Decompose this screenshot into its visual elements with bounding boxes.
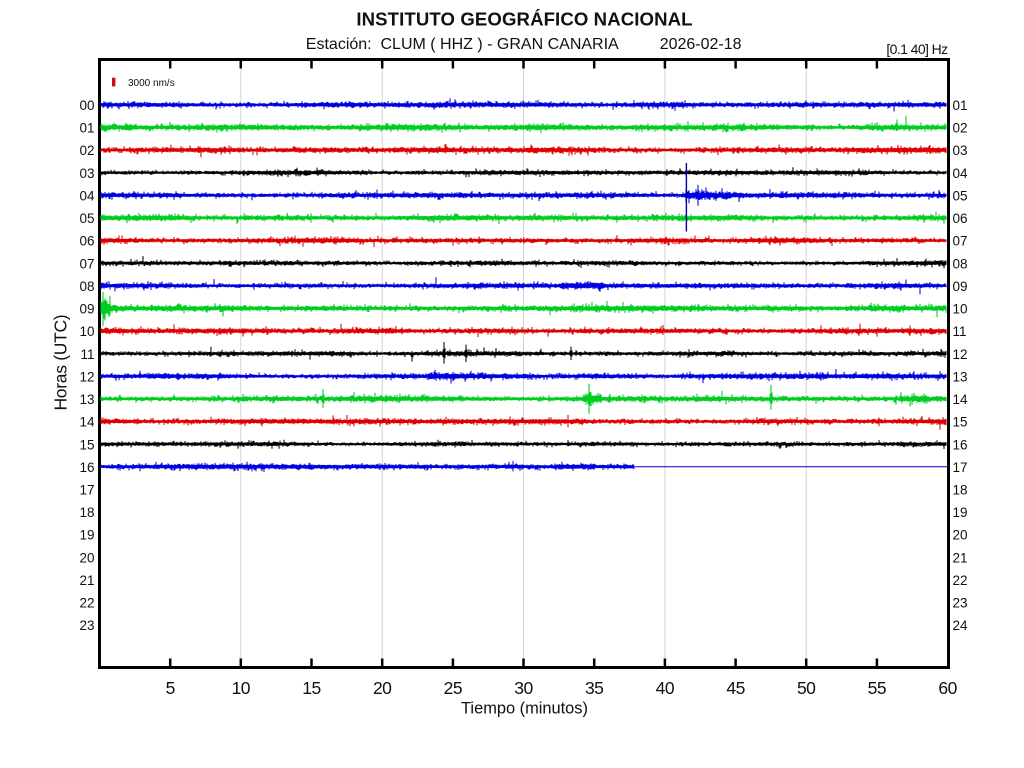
svg-text:30: 30 (514, 678, 533, 698)
svg-text:3000 nm/s: 3000 nm/s (128, 78, 175, 89)
svg-text:12: 12 (953, 347, 968, 362)
svg-text:10: 10 (953, 302, 968, 317)
svg-text:00: 00 (79, 98, 94, 113)
svg-text:04: 04 (79, 189, 95, 204)
svg-text:07: 07 (953, 234, 968, 249)
svg-text:07: 07 (79, 256, 94, 271)
svg-text:18: 18 (953, 483, 968, 498)
svg-text:60: 60 (938, 678, 957, 698)
svg-text:40: 40 (656, 678, 675, 698)
svg-text:19: 19 (79, 528, 94, 543)
svg-text:18: 18 (79, 505, 94, 520)
svg-text:22: 22 (79, 596, 94, 611)
svg-text:5: 5 (166, 678, 175, 698)
svg-text:11: 11 (80, 347, 94, 362)
svg-text:10: 10 (79, 324, 94, 339)
svg-text:23: 23 (79, 618, 94, 633)
svg-text:Horas (UTC): Horas (UTC) (51, 315, 71, 411)
svg-text:10: 10 (232, 678, 251, 698)
svg-text:35: 35 (585, 678, 603, 698)
svg-text:05: 05 (79, 211, 94, 226)
svg-text:15: 15 (79, 437, 94, 452)
svg-text:06: 06 (953, 211, 968, 226)
svg-text:13: 13 (79, 392, 94, 407)
svg-text:03: 03 (953, 143, 968, 158)
svg-text:INSTITUTO GEOGRÁFICO NACIONAL: INSTITUTO GEOGRÁFICO NACIONAL (356, 9, 692, 30)
svg-text:06: 06 (79, 234, 94, 249)
svg-text:16: 16 (79, 460, 94, 475)
svg-text:50: 50 (797, 678, 816, 698)
svg-text:21: 21 (953, 550, 968, 565)
svg-text:01: 01 (953, 98, 968, 113)
svg-text:01: 01 (79, 121, 94, 136)
svg-text:45: 45 (726, 678, 744, 698)
svg-text:22: 22 (953, 573, 968, 588)
svg-text:11: 11 (953, 324, 967, 339)
svg-text:05: 05 (953, 189, 968, 204)
svg-text:Tiempo (minutos): Tiempo (minutos) (461, 700, 588, 718)
svg-text:20: 20 (373, 678, 392, 698)
svg-text:15: 15 (302, 678, 320, 698)
svg-text:03: 03 (79, 166, 94, 181)
svg-text:12: 12 (79, 369, 94, 384)
svg-text:17: 17 (953, 460, 968, 475)
svg-text:20: 20 (953, 528, 968, 543)
svg-text:24: 24 (953, 618, 969, 633)
svg-text:20: 20 (79, 550, 94, 565)
svg-text:Estación: CLUM ( HHZ ) - GRAN: Estación: CLUM ( HHZ ) - GRAN CANARIA (306, 36, 619, 53)
svg-text:25: 25 (444, 678, 462, 698)
svg-text:14: 14 (79, 415, 95, 430)
svg-text:09: 09 (953, 279, 968, 294)
svg-text:08: 08 (953, 256, 968, 271)
svg-text:09: 09 (79, 302, 94, 317)
svg-text:14: 14 (953, 392, 969, 407)
svg-text:17: 17 (79, 483, 94, 498)
svg-text:02: 02 (953, 121, 968, 136)
svg-text:16: 16 (953, 437, 968, 452)
svg-text:2026-02-18: 2026-02-18 (660, 36, 742, 53)
svg-text:55: 55 (868, 678, 886, 698)
svg-text:21: 21 (79, 573, 94, 588)
svg-text:23: 23 (953, 596, 968, 611)
svg-text:13: 13 (953, 369, 968, 384)
svg-text:04: 04 (953, 166, 969, 181)
svg-text:[0.1 40] Hz: [0.1 40] Hz (886, 41, 948, 57)
svg-text:02: 02 (79, 143, 94, 158)
svg-text:19: 19 (953, 505, 968, 520)
svg-text:15: 15 (953, 415, 968, 430)
svg-text:08: 08 (79, 279, 94, 294)
